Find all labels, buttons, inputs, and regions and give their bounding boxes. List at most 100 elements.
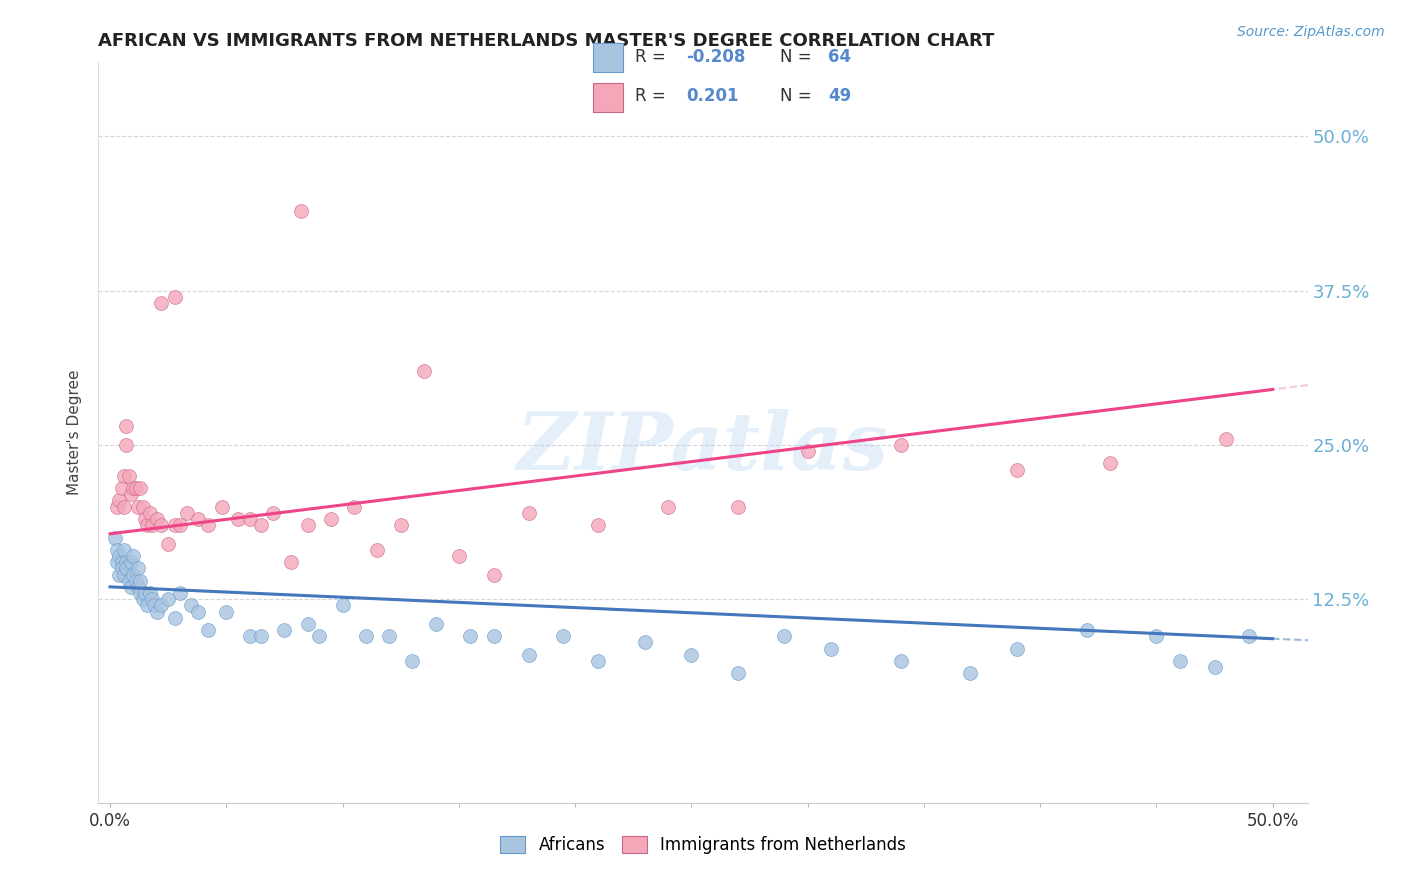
- Point: [1005, 462, 1028, 476]
- Point: [1239, 629, 1261, 643]
- Point: [104, 531, 127, 545]
- Point: [332, 599, 354, 613]
- Point: [127, 561, 149, 575]
- Point: [169, 586, 191, 600]
- Point: [401, 654, 423, 668]
- Point: [127, 580, 149, 594]
- Point: [413, 364, 436, 378]
- Point: [250, 518, 273, 533]
- Point: [290, 203, 312, 218]
- Point: [634, 635, 657, 649]
- Point: [262, 506, 284, 520]
- Point: [727, 666, 749, 681]
- Point: [460, 629, 482, 643]
- Point: [517, 506, 540, 520]
- Point: [150, 518, 173, 533]
- Point: [122, 567, 145, 582]
- Point: [120, 487, 142, 501]
- Point: [105, 555, 128, 569]
- Point: [105, 542, 128, 557]
- Point: [1215, 432, 1237, 446]
- Point: [187, 605, 209, 619]
- Point: [187, 512, 209, 526]
- Point: [239, 512, 262, 526]
- Point: [588, 654, 610, 668]
- Point: [141, 518, 163, 533]
- Point: [297, 616, 319, 631]
- Point: [129, 574, 152, 588]
- Point: [553, 629, 575, 643]
- Point: [273, 623, 295, 637]
- Text: -0.208: -0.208: [686, 48, 745, 66]
- Text: R =: R =: [634, 87, 671, 105]
- Point: [134, 512, 156, 526]
- Point: [131, 500, 153, 514]
- Point: [366, 542, 388, 557]
- Point: [1144, 629, 1167, 643]
- Bar: [593, 44, 623, 72]
- Point: [122, 549, 145, 563]
- Point: [157, 536, 180, 550]
- Text: R =: R =: [634, 48, 671, 66]
- Point: [211, 500, 233, 514]
- Point: [105, 500, 128, 514]
- Point: [280, 555, 302, 569]
- Point: [138, 506, 160, 520]
- Point: [127, 500, 149, 514]
- Text: Source: ZipAtlas.com: Source: ZipAtlas.com: [1237, 25, 1385, 39]
- Point: [1005, 641, 1028, 656]
- Point: [115, 438, 138, 452]
- Point: [215, 605, 238, 619]
- Point: [112, 468, 135, 483]
- Point: [112, 567, 135, 582]
- Point: [250, 629, 273, 643]
- Point: [1204, 660, 1226, 674]
- Point: [118, 574, 141, 588]
- Point: [389, 518, 412, 533]
- Point: [1168, 654, 1191, 668]
- Point: [820, 641, 842, 656]
- Point: [165, 290, 187, 304]
- Point: [150, 296, 173, 310]
- Point: [143, 599, 166, 613]
- Point: [115, 555, 138, 569]
- Point: [354, 629, 377, 643]
- Point: [890, 654, 912, 668]
- Point: [115, 419, 138, 434]
- Text: 64: 64: [828, 48, 851, 66]
- Point: [796, 444, 818, 458]
- Point: [197, 518, 219, 533]
- Point: [378, 629, 401, 643]
- Point: [425, 616, 447, 631]
- Point: [197, 623, 219, 637]
- Point: [122, 481, 145, 495]
- Point: [129, 586, 152, 600]
- Point: [169, 518, 191, 533]
- Point: [681, 648, 703, 662]
- Point: [124, 574, 146, 588]
- Point: [482, 629, 505, 643]
- Point: [120, 555, 142, 569]
- Point: [120, 580, 142, 594]
- Point: [959, 666, 981, 681]
- Point: [176, 506, 198, 520]
- Point: [124, 481, 146, 495]
- Point: [111, 561, 134, 575]
- Text: 0.201: 0.201: [686, 87, 738, 105]
- Point: [165, 518, 187, 533]
- Point: [297, 518, 319, 533]
- Point: [1098, 457, 1121, 471]
- Point: [588, 518, 610, 533]
- Point: [319, 512, 342, 526]
- Point: [108, 493, 131, 508]
- Point: [482, 567, 505, 582]
- Point: [134, 586, 156, 600]
- Point: [145, 605, 167, 619]
- Point: [447, 549, 470, 563]
- Point: [138, 586, 160, 600]
- Point: [890, 438, 912, 452]
- Bar: [593, 83, 623, 112]
- Point: [118, 468, 141, 483]
- Y-axis label: Master's Degree: Master's Degree: [67, 370, 83, 495]
- Legend: Africans, Immigrants from Netherlands: Africans, Immigrants from Netherlands: [494, 830, 912, 861]
